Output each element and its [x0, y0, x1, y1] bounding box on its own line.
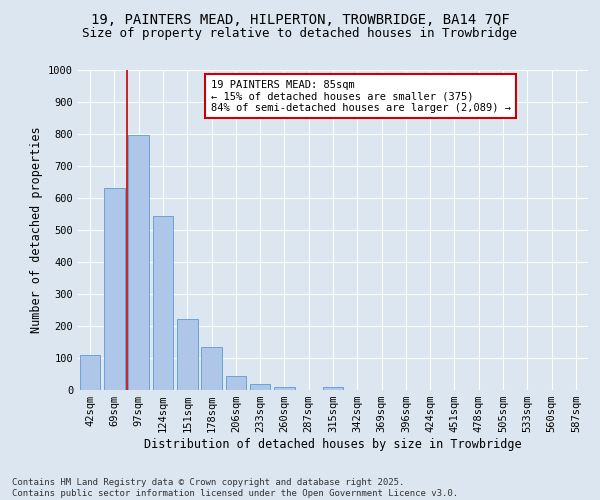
- Bar: [128, 135, 149, 390]
- Bar: [274, 387, 295, 390]
- Bar: [323, 387, 343, 390]
- Text: 19 PAINTERS MEAD: 85sqm
← 15% of detached houses are smaller (375)
84% of semi-d: 19 PAINTERS MEAD: 85sqm ← 15% of detache…: [211, 80, 511, 113]
- Bar: [80, 356, 100, 390]
- Bar: [250, 384, 271, 390]
- Text: Size of property relative to detached houses in Trowbridge: Size of property relative to detached ho…: [83, 28, 517, 40]
- Bar: [104, 188, 125, 390]
- Bar: [152, 216, 173, 390]
- Y-axis label: Number of detached properties: Number of detached properties: [29, 126, 43, 334]
- X-axis label: Distribution of detached houses by size in Trowbridge: Distribution of detached houses by size …: [144, 438, 522, 451]
- Text: 19, PAINTERS MEAD, HILPERTON, TROWBRIDGE, BA14 7QF: 19, PAINTERS MEAD, HILPERTON, TROWBRIDGE…: [91, 12, 509, 26]
- Bar: [177, 319, 197, 390]
- Bar: [201, 347, 222, 390]
- Bar: [226, 376, 246, 390]
- Text: Contains HM Land Registry data © Crown copyright and database right 2025.
Contai: Contains HM Land Registry data © Crown c…: [12, 478, 458, 498]
